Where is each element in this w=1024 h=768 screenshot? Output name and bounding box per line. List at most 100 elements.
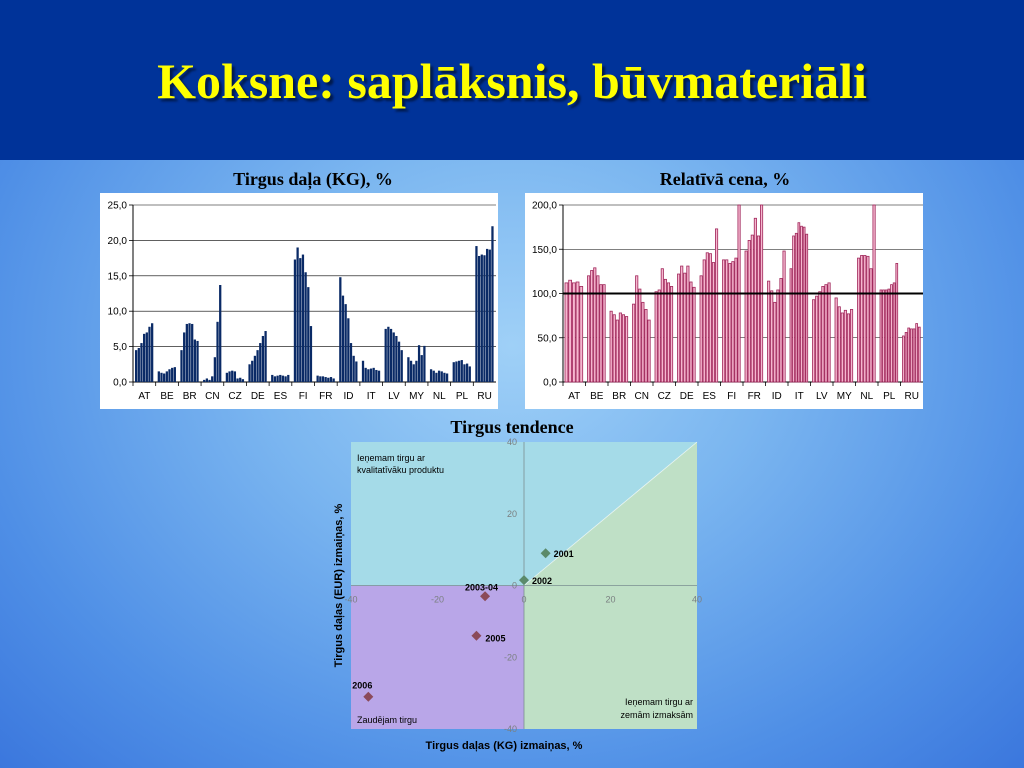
point-2002 (519, 575, 529, 586)
y-tick-label: 40 (507, 437, 517, 447)
bar-br (193, 339, 196, 382)
x-tick-label: -40 (344, 595, 357, 605)
bar-at (140, 343, 143, 382)
x-tick-label: BE (590, 391, 604, 402)
bar-it (797, 222, 801, 383)
bar-fi (296, 247, 299, 382)
bar-ru (488, 249, 491, 382)
bar-it (364, 367, 367, 382)
bar-be (587, 275, 591, 383)
bar-id (773, 301, 777, 383)
bar-my (417, 345, 421, 382)
x-tick-label: -20 (431, 595, 444, 605)
bar-be (171, 367, 174, 382)
y-tick-label: -40 (504, 724, 517, 734)
bar-be (599, 284, 603, 383)
bar-de (248, 364, 251, 382)
x-tick-label: IT (367, 391, 376, 402)
bar-it (802, 226, 806, 383)
bar-es (281, 375, 285, 382)
x-tick-label: BR (183, 391, 197, 402)
x-tick-label: IT (795, 391, 804, 402)
bar-fr (756, 235, 761, 383)
y-tick-label: 5,0 (113, 342, 127, 353)
bar-lv (395, 335, 398, 382)
bar-it (794, 232, 798, 383)
x-tick-label: 0 (521, 595, 526, 605)
bar-be (163, 373, 166, 382)
bar-de (680, 265, 684, 383)
bar-nl (445, 373, 449, 382)
bar-id (355, 361, 358, 382)
bar-cz (663, 278, 667, 383)
y-tick-label: 100,0 (532, 289, 557, 300)
bar-pl (465, 363, 469, 382)
bar-lv (387, 326, 390, 382)
bar-cz (231, 370, 234, 382)
bar-es (711, 262, 716, 383)
bar-br (180, 350, 183, 382)
chart1-title: Tirgus daļa (KG), % (233, 169, 393, 189)
bar-fi (293, 259, 297, 382)
bar-nl (869, 268, 873, 383)
bar-pl (463, 364, 466, 382)
x-tick-label: BE (160, 391, 174, 402)
chart2-title: Relatīvā cena, % (659, 169, 791, 189)
bar-at (575, 281, 580, 383)
bar-pl (895, 263, 899, 383)
bar-pl (455, 361, 458, 382)
bar-id (770, 290, 774, 383)
x-tick-label: NL (433, 391, 446, 402)
bar-ru (910, 328, 913, 383)
bar-id (341, 295, 345, 382)
y-axis-title: Tirgus daļas (EUR) izmaiņas, % (333, 503, 345, 667)
bar-pl (457, 360, 461, 382)
x-tick-label: RU (905, 391, 919, 402)
bar-ru (912, 328, 916, 383)
bar-es (715, 228, 719, 383)
bar-fr (747, 240, 751, 383)
bar-cn (213, 357, 217, 382)
x-tick-label: PL (883, 391, 896, 402)
bar-cn (644, 309, 648, 383)
point-label: 2002 (532, 576, 552, 586)
x-tick-label: ID (772, 391, 782, 402)
x-tick-label: FI (299, 391, 308, 402)
bar-es (702, 259, 706, 383)
point-label: 2005 (485, 634, 505, 644)
chart1-box: 0,0 5,0 10,0 15,0 20,0 25,0 AT BE BR CN CZ DE ES FI FR… (100, 193, 498, 409)
x-tick-label: FR (319, 391, 332, 402)
diagonal-line (523, 441, 698, 586)
bar-cn (203, 379, 206, 382)
bar-lv (392, 332, 395, 382)
x-tick-label: MY (837, 391, 852, 402)
bar-it (361, 360, 365, 382)
bar-at (568, 279, 573, 383)
bar-my (415, 360, 418, 382)
bar-de (259, 343, 262, 382)
x-tick-label: DE (251, 391, 265, 402)
bar-cn (205, 378, 209, 382)
x-tick-label: CN (205, 391, 219, 402)
bar-pl (460, 360, 463, 382)
bar-de (677, 273, 681, 383)
bar-it (369, 368, 373, 382)
bar-id (344, 304, 347, 382)
bar-at (137, 348, 140, 382)
bar-id (347, 318, 350, 382)
bar-br (191, 323, 194, 382)
bar-cn (638, 288, 642, 383)
bar-nl (866, 255, 870, 383)
bar-lv (818, 291, 822, 383)
point-2005 (471, 630, 482, 641)
bar-cz (654, 291, 658, 383)
bar-fr (753, 217, 757, 383)
bar-be (165, 371, 168, 382)
bar-id (349, 343, 353, 382)
slide-title: Koksne: saplāksnis, būvmateriāli (157, 53, 867, 109)
bar-cz (228, 371, 231, 382)
x-tick-label: AT (568, 391, 580, 402)
bar-cz (657, 289, 661, 383)
bar-id (767, 280, 771, 383)
bar-my (420, 355, 423, 382)
